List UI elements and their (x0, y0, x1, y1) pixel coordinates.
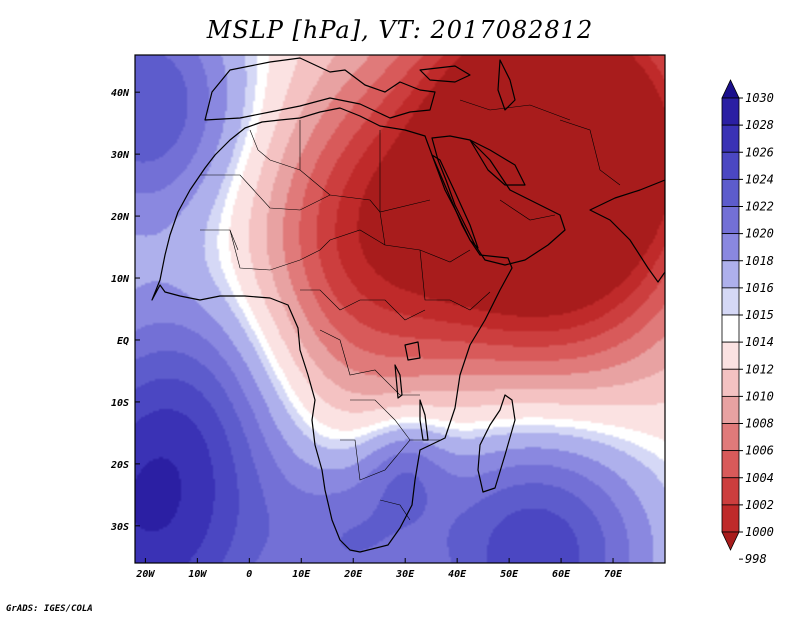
colorbar-label: 1024 (745, 172, 774, 186)
colorbar-swatch (721, 260, 740, 289)
credit-label: GrADS: IGES/COLA (6, 604, 93, 614)
colorbar-swatch (721, 287, 740, 316)
x-tick-label: 30E (395, 569, 415, 580)
x-axis: 20W 10W 0 10E 20E 30E 40E 50E 60E 70E (135, 558, 623, 580)
y-tick-label: EQ (117, 336, 129, 347)
colorbar-swatch (721, 124, 740, 153)
lake-victoria (404, 341, 421, 361)
colorbar-swatch (721, 504, 740, 533)
colorbar-label: 1006 (745, 444, 774, 458)
colorbar-swatch (721, 450, 740, 479)
india-coastline (589, 179, 665, 283)
colorbar-label: 1014 (745, 335, 774, 349)
colorbar-label: 1002 (745, 498, 774, 512)
pressure-field (135, 55, 665, 563)
colorbar-swatch (721, 314, 740, 343)
colorbar: 1030 1028 1026 1024 1022 1020 1018 1016 1015 1014… (721, 79, 774, 566)
map-title: MSLP [hPa], VT: 2017082812 (206, 16, 594, 44)
x-tick-label: 70E (604, 569, 623, 580)
colorbar-swatch (721, 151, 740, 180)
x-tick-label: 10E (292, 569, 311, 580)
colorbar-label: 1015 (745, 308, 774, 322)
colorbar-label: 1026 (745, 145, 774, 159)
africa-coastline (151, 107, 513, 553)
x-tick-label: 0 (246, 569, 252, 580)
madagascar-coastline (477, 394, 516, 493)
x-tick-label: 60E (552, 569, 571, 580)
x-tick-label: 10W (188, 569, 207, 580)
colorbar-label: 1022 (745, 200, 774, 214)
colorbar-label: 1008 (745, 417, 774, 431)
y-tick-label: 30S (110, 522, 129, 533)
x-tick-label: 20E (343, 569, 363, 580)
europe-coastline (204, 57, 436, 121)
arabia-coastline (431, 135, 566, 266)
colorbar-top-arrow (721, 79, 740, 99)
caspian-sea (497, 59, 516, 111)
black-sea (419, 65, 471, 83)
colorbar-swatch (721, 206, 740, 235)
colorbar-swatch (721, 477, 740, 506)
colorbar-label: 1018 (745, 254, 774, 268)
colorbar-swatch (721, 341, 740, 370)
colorbar-swatch (721, 423, 740, 452)
x-tick-label: 50E (500, 569, 519, 580)
colorbar-swatch (721, 368, 740, 397)
y-axis: 40N 30N 20N 10N EQ 10S 20S 30S (110, 88, 140, 533)
colorbar-swatch (721, 178, 740, 207)
colorbar-label: 1010 (745, 389, 774, 403)
y-tick-label: 10S (111, 398, 129, 409)
colorbar-label: 1004 (745, 471, 774, 485)
x-tick-label: 40E (448, 569, 467, 580)
colorbar-bottom-arrow (721, 531, 740, 551)
red-sea (431, 154, 479, 249)
colorbar-label: 1028 (745, 118, 774, 132)
plot-frame (134, 54, 666, 564)
colorbar-label: 998 (745, 552, 767, 566)
colorbar-label: 1016 (745, 281, 774, 295)
colorbar-swatch (721, 233, 740, 262)
colorbar-swatch (721, 97, 740, 126)
persian-gulf (469, 139, 526, 186)
colorbar-label: 1030 (745, 91, 774, 105)
y-tick-label: 10N (111, 274, 130, 285)
colorbar-swatch (721, 395, 740, 424)
colorbar-label: 1000 (745, 525, 774, 539)
y-tick-label: 20N (110, 212, 130, 223)
country-borders (200, 99, 621, 521)
colorbar-label: 1012 (745, 362, 774, 376)
y-tick-label: 20S (110, 460, 129, 471)
x-tick-label: 20W (135, 569, 155, 580)
y-tick-label: 40N (111, 88, 130, 99)
y-tick-label: 30N (110, 150, 130, 161)
colorbar-label: 1020 (745, 227, 774, 241)
